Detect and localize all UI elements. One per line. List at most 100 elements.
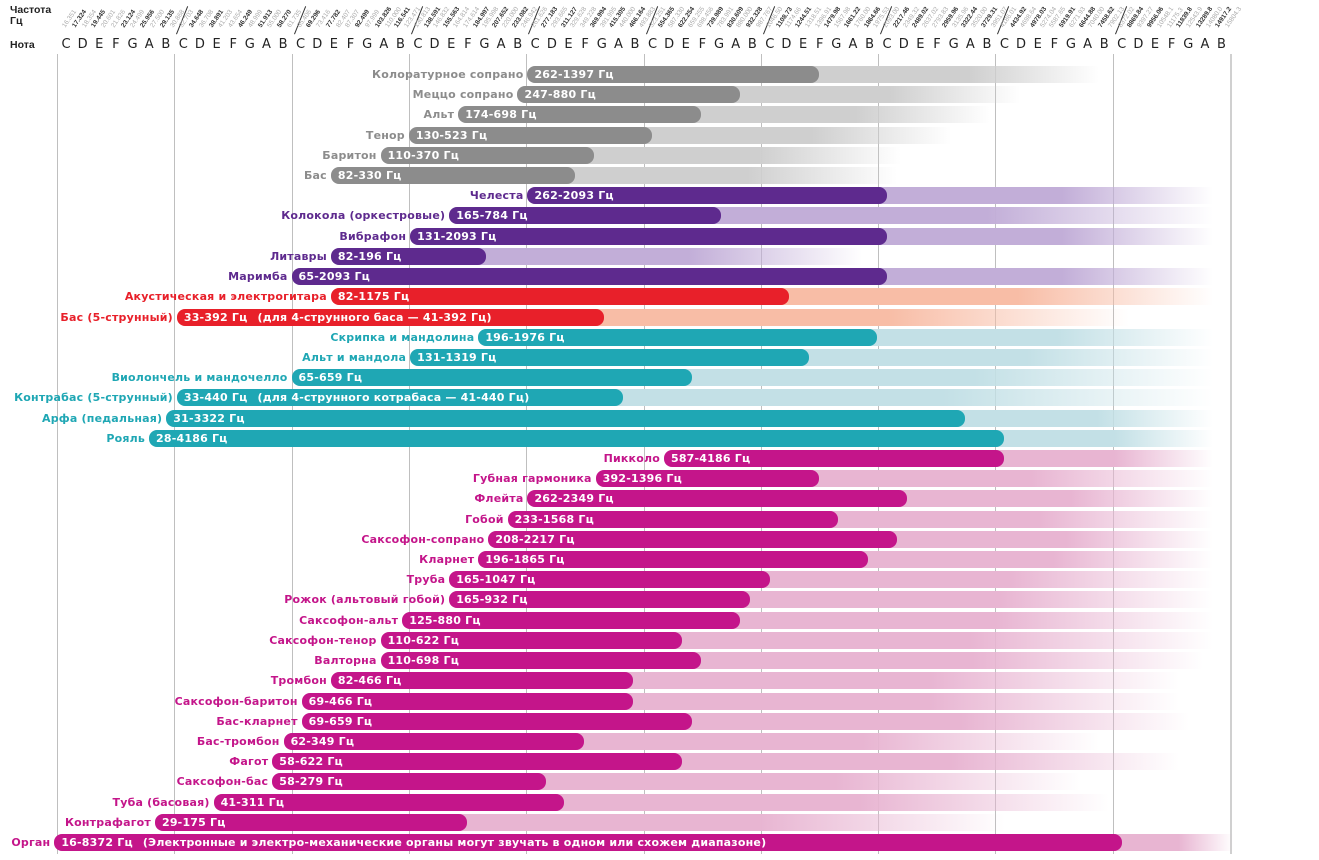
note-tick-label: C <box>999 37 1009 52</box>
frequency-header-label: Частота Гц <box>10 5 51 27</box>
range-label: 262-1397 Гц <box>534 68 614 81</box>
range-label: 208-2217 Гц <box>495 532 575 546</box>
note-tick-label: C <box>413 37 423 52</box>
range-label: 16-8372 Гц <box>61 835 133 849</box>
instrument-row: 41-311 Гц Туба (басовая) <box>0 793 1319 811</box>
range-bar: 33-440 Гц (для 4-струнного котрабаса — 41… <box>176 389 624 407</box>
instrument-name: Пикколо <box>603 451 660 465</box>
range-bar: 31-3322 Гц <box>166 409 966 427</box>
note-tick-label: F <box>346 37 355 52</box>
harmonics-tail <box>564 167 898 185</box>
range-bar: 208-2217 Гц <box>488 530 897 548</box>
instrument-name: Скрипка и мандолина <box>330 330 475 344</box>
instrument-row: 16-8372 Гц (Электронные и электро-механич… <box>0 833 1319 851</box>
range-bar: 110-622 Гц <box>380 631 682 649</box>
range-bar: 69-659 Гц <box>301 712 692 730</box>
octave-gridline <box>526 54 528 854</box>
note-tick-label: A <box>144 37 154 52</box>
instrument-name: Арфа (педальная) <box>41 411 163 425</box>
range-bar: 82-330 Гц <box>330 167 575 185</box>
range-note: (для 4-струнного котрабаса — 41-440 Гц) <box>257 391 530 405</box>
range-bar: 587-4186 Гц <box>663 449 1005 467</box>
instrument-row: 62-349 Гц Бас-тромбон <box>0 732 1319 750</box>
instrument-name: Рожок (альтовый гобой) <box>284 593 446 607</box>
instrument-name: Фагот <box>229 755 269 769</box>
note-tick-label: B <box>513 37 523 52</box>
range-bar: 29-175 Гц <box>154 813 468 831</box>
instrument-row: 131-1319 Гц Альт и мандола <box>0 348 1319 366</box>
note-tick-label: D <box>194 37 205 52</box>
range-bar: 65-659 Гц <box>291 369 692 387</box>
note-tick-label: B <box>161 37 171 52</box>
octave-gridline <box>57 54 58 854</box>
frequency-header-line1: Частота <box>10 4 52 16</box>
harmonics-tail <box>622 672 1179 690</box>
range-bar: 82-466 Гц <box>330 672 633 690</box>
range-label: 196-1865 Гц <box>485 553 565 567</box>
range-bar: 130-523 Гц <box>408 126 653 144</box>
harmonics-tail <box>593 308 1130 326</box>
note-tick-label: E <box>681 37 690 52</box>
range-label: 262-2349 Гц <box>534 492 614 506</box>
note-tick-label: G <box>714 37 725 52</box>
note-tick-label: C <box>765 37 775 52</box>
range-label: 262-2093 Гц <box>534 189 614 203</box>
instrument-row: 262-2093 Гц Челеста <box>0 187 1319 205</box>
range-bar: 131-2093 Гц <box>410 227 888 245</box>
range-label: 247-880 Гц <box>524 88 596 102</box>
range-label: 62-349 Гц <box>290 734 355 748</box>
range-bar: 131-1319 Гц <box>410 348 809 366</box>
instrument-row: 165-1047 Гц Труба <box>0 571 1319 589</box>
harmonics-tail <box>613 389 1214 407</box>
instrument-name: Тенор <box>365 128 405 142</box>
range-bar: 262-2093 Гц <box>527 187 888 205</box>
harmonics-tail <box>671 753 1179 771</box>
note-tick-label: A <box>731 37 741 52</box>
range-bar: 165-784 Гц <box>449 207 721 225</box>
instrument-row: 58-622 Гц Фагот <box>0 753 1319 771</box>
harmonics-tail <box>808 470 1214 488</box>
range-bar: 233-1568 Гц <box>507 510 839 528</box>
instrument-row: 196-1865 Гц Кларнет <box>0 551 1319 569</box>
range-label: 130-523 Гц <box>415 128 488 142</box>
instrument-row: 33-392 Гц (для 4-струнного баса — 41-392 … <box>0 308 1319 326</box>
harmonics-tail <box>828 510 1214 528</box>
note-tick-label: F <box>229 37 237 52</box>
harmonics-tail <box>691 106 991 124</box>
instrument-row: 125-880 Гц Саксофон-альт <box>0 611 1319 629</box>
instrument-row: 110-698 Гц Валторна <box>0 652 1319 670</box>
instrument-name: Саксофон-баритон <box>174 694 298 708</box>
harmonics-tail <box>896 490 1214 508</box>
instrument-name: Контрабас (5-струнный) <box>14 391 173 405</box>
harmonics-tail <box>730 611 1214 629</box>
range-bar: 62-349 Гц <box>283 732 584 750</box>
instrument-row: 28-4186 Гц Рояль <box>0 429 1319 447</box>
harmonics-tail <box>642 126 951 144</box>
harmonics-tail <box>759 571 1214 589</box>
note-tick-label: C <box>296 37 306 52</box>
instrument-row: 233-1568 Гц Гобой <box>0 510 1319 528</box>
range-bar: 41-311 Гц <box>213 793 565 811</box>
note-tick-label: D <box>546 37 557 52</box>
range-label: 110-622 Гц <box>387 633 460 647</box>
instrument-row: 262-1397 Гц Колоратурное сопрано <box>0 66 1319 83</box>
note-tick-label: D <box>312 37 323 52</box>
range-label: 392-1396 Гц <box>602 472 682 486</box>
harmonics-tail <box>994 429 1214 447</box>
instrument-row: 65-659 Гц Виолончель и мандочелло <box>0 369 1319 387</box>
range-bar: 69-466 Гц <box>301 692 633 710</box>
range-label: 58-279 Гц <box>279 775 343 789</box>
note-tick-label: C <box>178 37 188 52</box>
harmonics-tail <box>691 652 1204 670</box>
note-tick-label: G <box>1065 37 1076 52</box>
note-tick-label: F <box>933 37 941 52</box>
instrument-row: 392-1396 Гц Губная гармоника <box>0 470 1319 488</box>
note-tick-label: E <box>564 37 573 52</box>
harmonics-tail <box>798 348 1214 366</box>
frequency-header-line2: Гц <box>10 15 23 27</box>
range-label: 69-466 Гц <box>308 694 373 708</box>
range-bar: 82-1175 Гц <box>330 288 790 306</box>
range-bar: 247-880 Гц <box>517 86 741 104</box>
instrument-row: 174-698 Гц Альт <box>0 106 1319 124</box>
